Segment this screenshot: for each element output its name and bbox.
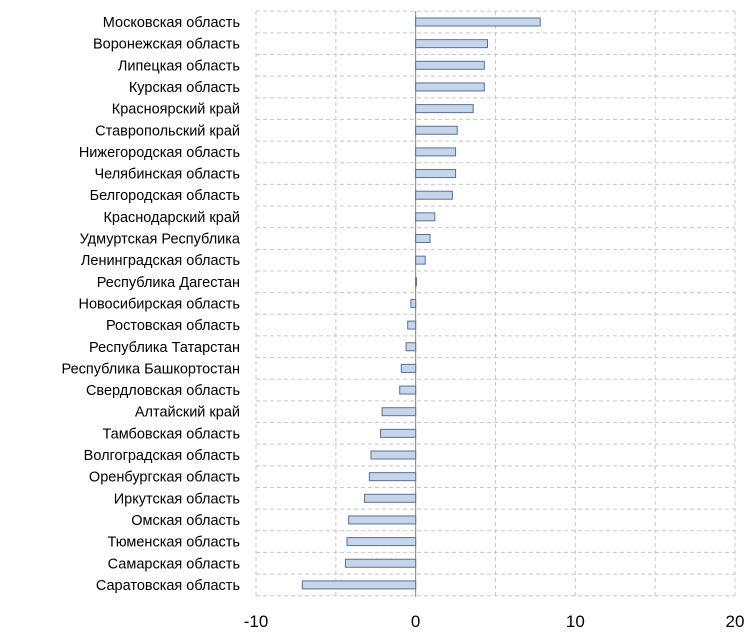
category-labels: Московская область Воронежская область Лип… xyxy=(62,15,241,594)
bar xyxy=(415,212,436,222)
category-label: Ростовская область xyxy=(106,318,240,334)
category-label: Челябинская область xyxy=(94,167,240,183)
bar xyxy=(346,537,417,547)
bar xyxy=(368,472,417,482)
x-axis-tick-labels: -10 0 10 20 xyxy=(244,612,745,631)
bar xyxy=(415,234,431,243)
bar xyxy=(344,558,417,568)
bar xyxy=(415,255,426,265)
category-label: Саратовская область xyxy=(96,578,240,594)
category-label: Белгородская область xyxy=(90,188,240,204)
bar xyxy=(381,407,417,417)
x-tick-label: 0 xyxy=(411,612,420,631)
bar xyxy=(415,104,474,114)
category-label: Ленинградская область xyxy=(81,253,240,269)
bar xyxy=(415,277,417,287)
bar xyxy=(415,60,485,70)
category-label: Удмуртская Республика xyxy=(80,232,241,248)
bar xyxy=(370,450,417,460)
bar xyxy=(415,82,485,92)
bar xyxy=(415,17,541,27)
bar xyxy=(364,493,417,503)
bar xyxy=(407,320,417,330)
category-label: Иркутская область xyxy=(114,491,240,507)
category-label: Тюменская область xyxy=(107,535,240,551)
category-label: Волгоградская область xyxy=(84,448,240,464)
bar xyxy=(301,580,417,590)
category-label: Липецкая область xyxy=(118,58,240,74)
x-tick-label: 20 xyxy=(726,612,745,631)
category-label: Курская область xyxy=(129,80,240,96)
category-label: Омская область xyxy=(131,513,240,529)
bar xyxy=(415,169,457,179)
bars xyxy=(301,17,541,590)
bar xyxy=(415,190,453,200)
category-label: Красноярский край xyxy=(112,102,240,118)
category-label: Ставропольский край xyxy=(95,123,240,139)
category-label: Краснодарский край xyxy=(103,210,240,226)
bar xyxy=(399,385,417,395)
x-tick-label: 10 xyxy=(566,612,585,631)
bar xyxy=(405,342,417,352)
bar xyxy=(380,428,417,438)
x-tick-label: -10 xyxy=(244,612,269,631)
bar xyxy=(415,125,458,135)
bar xyxy=(348,515,417,525)
category-label: Свердловская область xyxy=(86,383,240,399)
category-label: Оренбургская область xyxy=(89,470,240,486)
category-label: Республика Татарстан xyxy=(89,340,240,356)
category-label: Воронежская область xyxy=(93,37,240,53)
bar xyxy=(415,147,457,157)
category-label: Новосибирская область xyxy=(78,296,240,312)
category-label: Нижегородская область xyxy=(79,145,240,161)
category-label: Тамбовская область xyxy=(102,426,240,442)
category-label: Республика Дагестан xyxy=(97,275,240,291)
bar xyxy=(415,39,489,49)
category-label: Алтайский край xyxy=(135,405,240,421)
category-label: Республика Башкортостан xyxy=(62,361,240,377)
bar xyxy=(410,298,417,308)
category-label: Московская область xyxy=(103,15,240,31)
bar xyxy=(400,363,417,373)
grid-lines xyxy=(255,10,736,597)
category-label: Самарская область xyxy=(108,556,240,572)
